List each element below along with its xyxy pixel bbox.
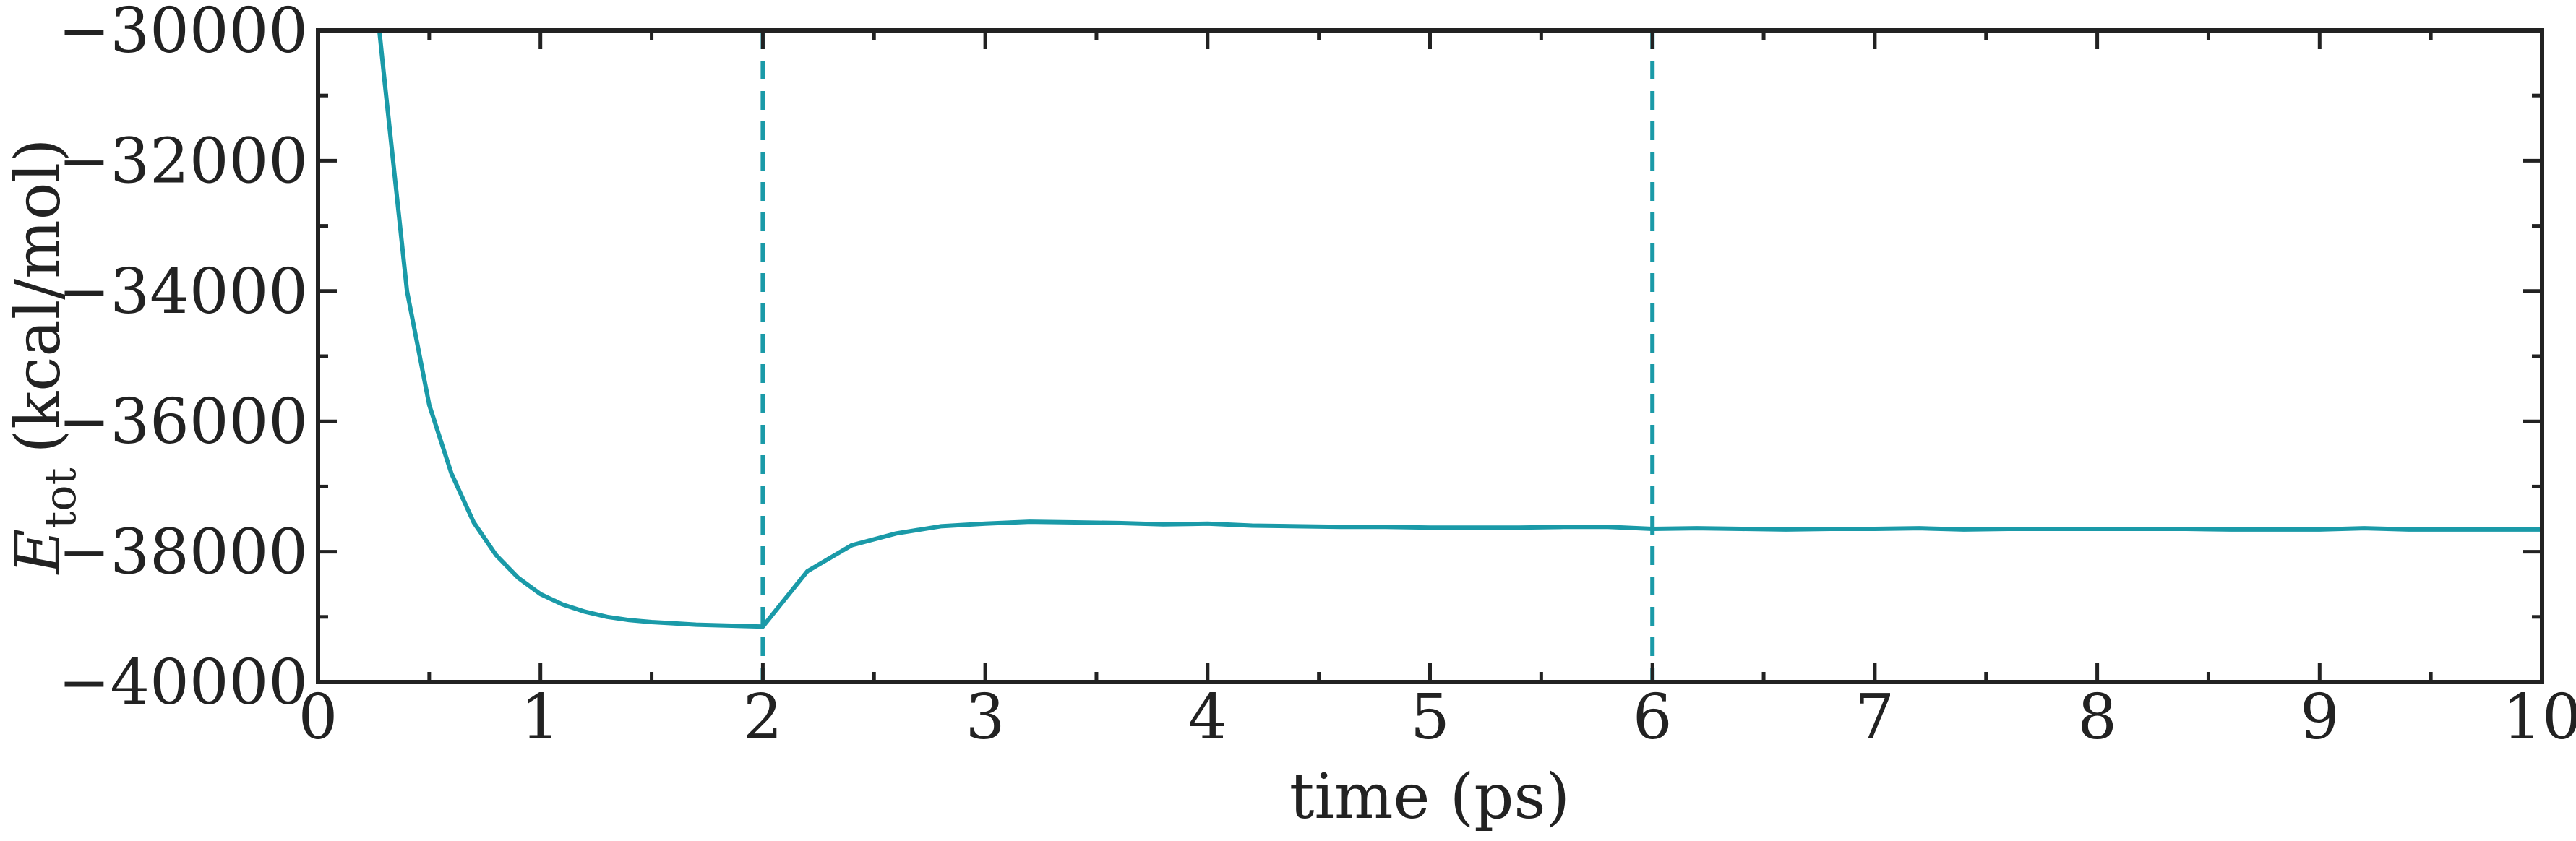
x-tick-label: 7 <box>1855 681 1895 754</box>
x-tick-label: 2 <box>743 681 783 754</box>
energy-series-line <box>377 30 2542 629</box>
x-tick-label: 1 <box>520 681 560 754</box>
x-tick-label: 9 <box>2300 681 2340 754</box>
x-tick-label: 8 <box>2077 681 2117 754</box>
series-group <box>377 30 2542 629</box>
y-axis-symbol: E <box>2 529 74 576</box>
y-tick-label: −38000 <box>58 517 308 589</box>
x-tick-label: 6 <box>1633 681 1673 754</box>
x-tick-label: 5 <box>1410 681 1450 754</box>
y-tick-label: −32000 <box>58 125 308 197</box>
x-tick-label: 4 <box>1188 681 1227 754</box>
y-tick-label: −30000 <box>58 0 308 67</box>
axis-ticks <box>316 28 2544 684</box>
y-tick-label: −40000 <box>58 647 308 719</box>
y-tick-label: −34000 <box>58 256 308 328</box>
y-tick-label: −36000 <box>58 386 308 458</box>
x-tick-label: 10 <box>2502 681 2576 754</box>
y-tick-labels: −30000 −32000 −34000 −36000 −38000 −40000 <box>58 0 308 719</box>
y-axis-unit: (kcal/mol) <box>2 138 74 453</box>
x-tick-labels: 0 1 2 3 4 5 6 7 8 9 10 <box>299 681 2576 754</box>
y-axis-title: Etot (kcal/mol) <box>2 138 86 575</box>
vertical-markers <box>760 30 1655 682</box>
x-axis-title: time (ps) <box>1289 761 1570 833</box>
plot-frame <box>316 28 2544 684</box>
x-tick-label: 3 <box>966 681 1005 754</box>
y-axis-subscript: tot <box>35 467 86 528</box>
x-tick-label: 0 <box>299 681 338 754</box>
